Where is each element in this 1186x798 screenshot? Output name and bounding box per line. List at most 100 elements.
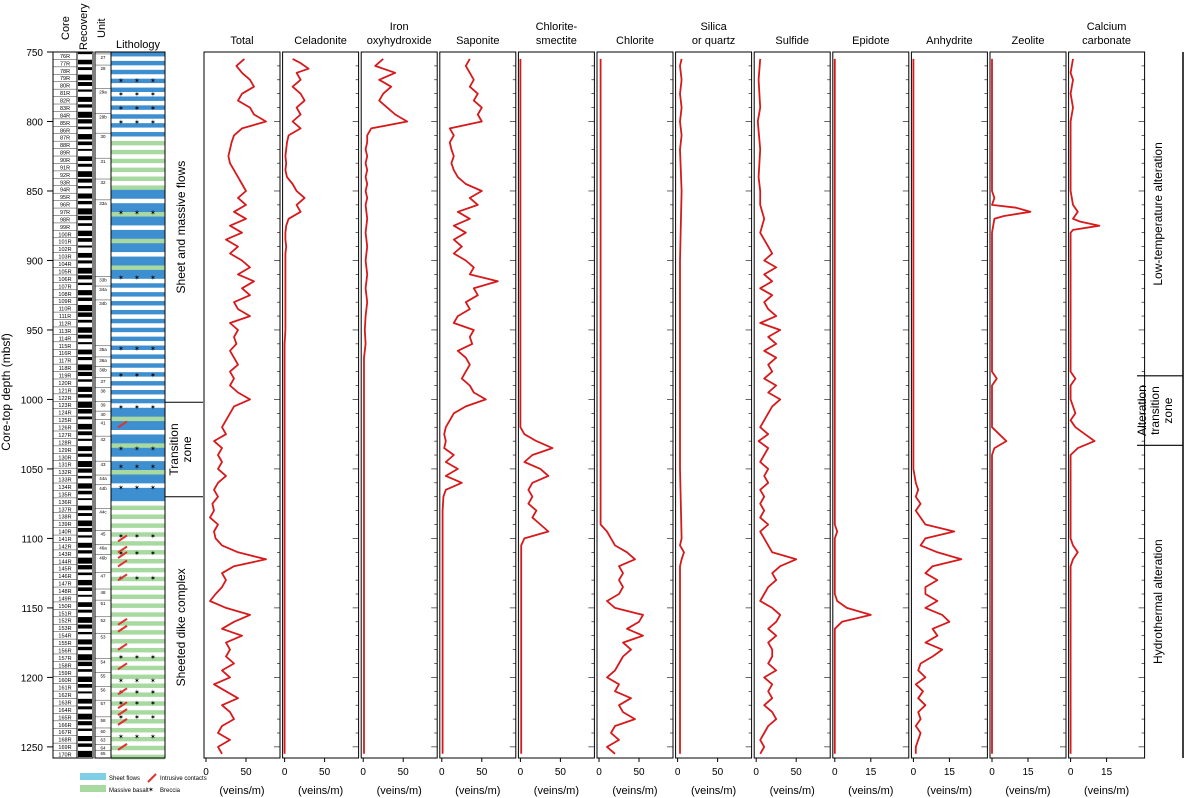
recovery-block [78, 163, 92, 167]
recovery-block [78, 557, 92, 564]
breccia-mark: ✶ [118, 345, 124, 353]
x-axis-label: (veins/m) [927, 785, 972, 797]
unit-label: 57 [100, 701, 106, 706]
lithology-band [111, 621, 165, 626]
core-label: 150R [58, 604, 71, 610]
recovery-block [78, 572, 92, 576]
recovery-blocks [76, 51, 94, 759]
core-label: 157R [58, 656, 71, 662]
panel-10: Zeolite 0 15 (veins/m) [989, 35, 1067, 797]
depth-tick-label: 1150 [21, 604, 43, 615]
lithology-band [111, 83, 165, 88]
lithology-band [111, 367, 165, 373]
x-tick-label: 0 [282, 767, 288, 778]
core-label: 92R [60, 173, 70, 179]
lithology-band [111, 309, 165, 315]
recovery-block [78, 304, 92, 312]
core-label: 78R [60, 69, 70, 75]
core-label: 164R [58, 708, 71, 714]
lithology-band [111, 687, 165, 693]
recovery-block [78, 96, 92, 102]
lithology-band [111, 603, 165, 609]
lithology-frame [110, 51, 166, 759]
core-label: 106R [58, 277, 71, 283]
panel-frame [282, 51, 360, 759]
intrusive-contact-mark [117, 573, 128, 582]
recovery-block [78, 297, 92, 301]
recovery-block [78, 750, 92, 758]
recovery-block [78, 245, 92, 248]
lithology-band [111, 114, 165, 120]
breccia-mark: ✶ [118, 654, 124, 662]
lithology-band [111, 243, 165, 248]
core-label: 160R [58, 678, 71, 684]
x-axis-label: (veins/m) [770, 785, 815, 797]
lithology-band [111, 398, 165, 404]
series-line [599, 58, 644, 755]
unit-label: 53 [100, 634, 106, 639]
core-label: 133R [58, 478, 71, 484]
breccia-mark: ✶ [150, 713, 156, 721]
lithology-band [111, 732, 165, 738]
lithology-band [111, 69, 165, 75]
lithology-band [111, 305, 165, 311]
core-label: 119R [59, 374, 72, 380]
lithology-band [111, 318, 165, 324]
x-tick-label: 15 [865, 767, 877, 778]
zone-label: Sheet and massive flows [174, 161, 188, 294]
lithology-band [111, 625, 165, 631]
lithology-band [111, 109, 165, 115]
recovery-column: Recovery [76, 3, 94, 759]
lithology-band [111, 301, 165, 306]
core-label: 76R [60, 54, 70, 60]
core-label: 124R [58, 411, 71, 417]
recovery-block [78, 394, 92, 398]
recovery-block [78, 59, 92, 65]
x-tick-label: 0 [203, 767, 209, 778]
lithology-band [111, 52, 165, 57]
lithology-band [111, 314, 165, 320]
recovery-block [78, 74, 92, 81]
recovery-block [78, 736, 92, 742]
unit-label: 58 [100, 718, 106, 723]
intrusive-contact-mark [117, 559, 128, 568]
breccia-mark: ✶ [118, 403, 124, 411]
lithology-band [111, 252, 165, 257]
zone-label: zone [180, 436, 194, 462]
panel-frame [360, 51, 438, 759]
recovery-block [78, 713, 92, 720]
panel-frame [910, 51, 988, 759]
breccia-mark: ✶ [150, 484, 156, 492]
breccia-mark: ✶ [150, 549, 156, 557]
recovery-block [78, 542, 92, 548]
core-label: 82R [60, 99, 70, 105]
breccia-mark: ✶ [134, 445, 140, 453]
panel-frame [753, 51, 831, 759]
lithology-band [111, 74, 165, 79]
lithology-band [111, 701, 165, 707]
lithology-band [111, 550, 165, 555]
x-axis-label: (veins/m) [691, 785, 736, 797]
lithology-band [111, 465, 165, 471]
series-line [756, 58, 798, 755]
recovery-block [78, 639, 92, 645]
core-label: 101R [58, 240, 71, 246]
lithology-band [111, 292, 165, 297]
depth-tick-label: 800 [26, 117, 43, 128]
lithology-band [111, 674, 165, 680]
core-label: 85R [60, 121, 70, 127]
x-tick-label: 15 [1101, 767, 1113, 778]
breccia-mark: ✶ [134, 403, 140, 411]
lithology-band [111, 394, 165, 400]
lithology-band [111, 363, 165, 369]
lithology-band [111, 639, 165, 644]
intrusive-contact-mark [117, 662, 128, 671]
lithology-band [111, 647, 165, 653]
breccia-mark: ✶ [134, 463, 140, 471]
core-label: 114R [59, 336, 72, 342]
unit-label: 45 [100, 532, 106, 537]
lithology-band [111, 754, 165, 760]
breccia-mark: ✶ [118, 484, 124, 492]
core-label: 102R [58, 247, 71, 253]
